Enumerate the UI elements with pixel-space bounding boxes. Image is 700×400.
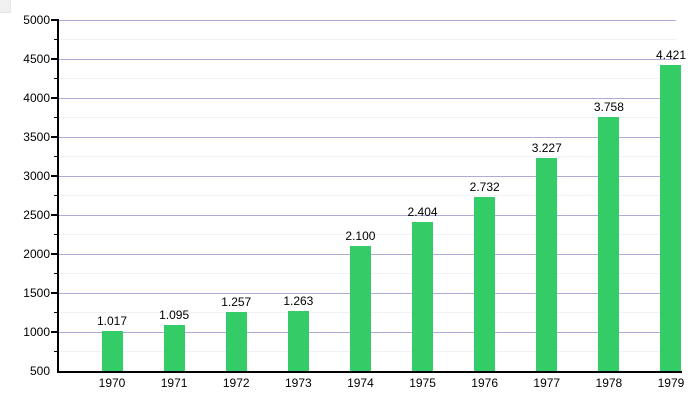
y-axis-tick-minor bbox=[53, 39, 58, 40]
y-axis-tick-minor bbox=[53, 312, 58, 313]
x-axis-line bbox=[57, 371, 682, 373]
bar-value-label: 1.263 bbox=[283, 294, 314, 309]
bar bbox=[660, 65, 682, 371]
bar-value-label: 1.257 bbox=[221, 294, 252, 309]
y-axis-tick-major bbox=[51, 331, 58, 333]
y-axis-label: 4500 bbox=[23, 51, 50, 66]
y-axis-label: 2500 bbox=[23, 207, 50, 222]
bar bbox=[412, 222, 434, 371]
y-axis-tick-major bbox=[51, 214, 58, 216]
y-axis-tick-major bbox=[51, 292, 58, 294]
y-axis-tick-major bbox=[51, 58, 58, 60]
y-axis-tick-minor bbox=[53, 351, 58, 352]
y-gridline-major bbox=[58, 19, 676, 21]
y-axis-tick-major bbox=[51, 175, 58, 177]
x-axis-label: 1979 bbox=[657, 375, 685, 390]
bar-value-label: 3.758 bbox=[593, 99, 624, 114]
x-axis-label: 1976 bbox=[471, 375, 498, 390]
bar-value-label: 2.404 bbox=[407, 205, 438, 220]
y-gridline-major bbox=[58, 97, 676, 99]
bar-value-label: 1.017 bbox=[96, 313, 128, 328]
y-gridline-minor bbox=[58, 195, 676, 196]
y-axis-label: 500 bbox=[29, 363, 50, 378]
y-axis-tick-major bbox=[51, 97, 58, 99]
bar bbox=[225, 311, 247, 371]
y-axis-label: 2000 bbox=[23, 246, 50, 261]
y-axis-tick-minor bbox=[53, 117, 58, 118]
y-axis-label: 3000 bbox=[23, 168, 50, 183]
x-axis-label: 1975 bbox=[409, 375, 436, 390]
y-axis-tick-minor bbox=[53, 156, 58, 157]
bar-value-label: 1.095 bbox=[159, 307, 190, 322]
x-axis-label: 1977 bbox=[533, 375, 561, 390]
bar bbox=[536, 158, 558, 371]
y-gridline-major bbox=[58, 136, 676, 138]
x-axis-label: 1972 bbox=[222, 375, 250, 390]
bar-value-label: 4.421 bbox=[655, 48, 686, 63]
y-gridline-major bbox=[58, 175, 676, 177]
bar-value-label: 3.227 bbox=[531, 141, 562, 156]
y-axis-tick-minor bbox=[53, 273, 58, 274]
y-gridline-major bbox=[58, 58, 676, 60]
y-axis-label: 1500 bbox=[23, 285, 50, 300]
y-axis-tick-minor bbox=[53, 195, 58, 196]
bar bbox=[349, 246, 371, 371]
bar-value-label: 2.100 bbox=[345, 229, 376, 244]
y-axis-label: 3500 bbox=[23, 129, 50, 144]
x-axis-label: 1973 bbox=[284, 375, 312, 390]
y-axis-line bbox=[57, 19, 59, 373]
y-axis-tick-minor bbox=[53, 234, 58, 235]
bar bbox=[101, 330, 123, 371]
y-axis-label: 4000 bbox=[23, 90, 50, 105]
x-axis-label: 1970 bbox=[98, 375, 126, 390]
bar bbox=[474, 196, 496, 371]
y-gridline-minor bbox=[58, 234, 676, 235]
y-axis-tick-major bbox=[51, 253, 58, 255]
y-gridline-minor bbox=[58, 78, 676, 79]
y-gridline-minor bbox=[58, 117, 676, 118]
x-axis-label: 1974 bbox=[347, 375, 374, 390]
bar bbox=[163, 324, 185, 371]
x-axis-label: 1971 bbox=[160, 375, 188, 390]
y-axis-label: 5000 bbox=[23, 12, 50, 27]
y-axis-tick-minor bbox=[53, 78, 58, 79]
corner-artifact bbox=[0, 0, 11, 13]
y-axis-tick-major bbox=[51, 136, 58, 138]
x-axis-label: 1978 bbox=[595, 375, 623, 390]
y-gridline-minor bbox=[58, 39, 676, 40]
y-axis-label: 1000 bbox=[23, 324, 50, 339]
bar bbox=[598, 116, 620, 371]
y-gridline-major bbox=[58, 214, 676, 216]
bar-value-label: 2.732 bbox=[469, 179, 500, 194]
y-gridline-minor bbox=[58, 156, 676, 157]
y-axis-tick-major bbox=[51, 19, 58, 21]
bar bbox=[287, 311, 309, 371]
